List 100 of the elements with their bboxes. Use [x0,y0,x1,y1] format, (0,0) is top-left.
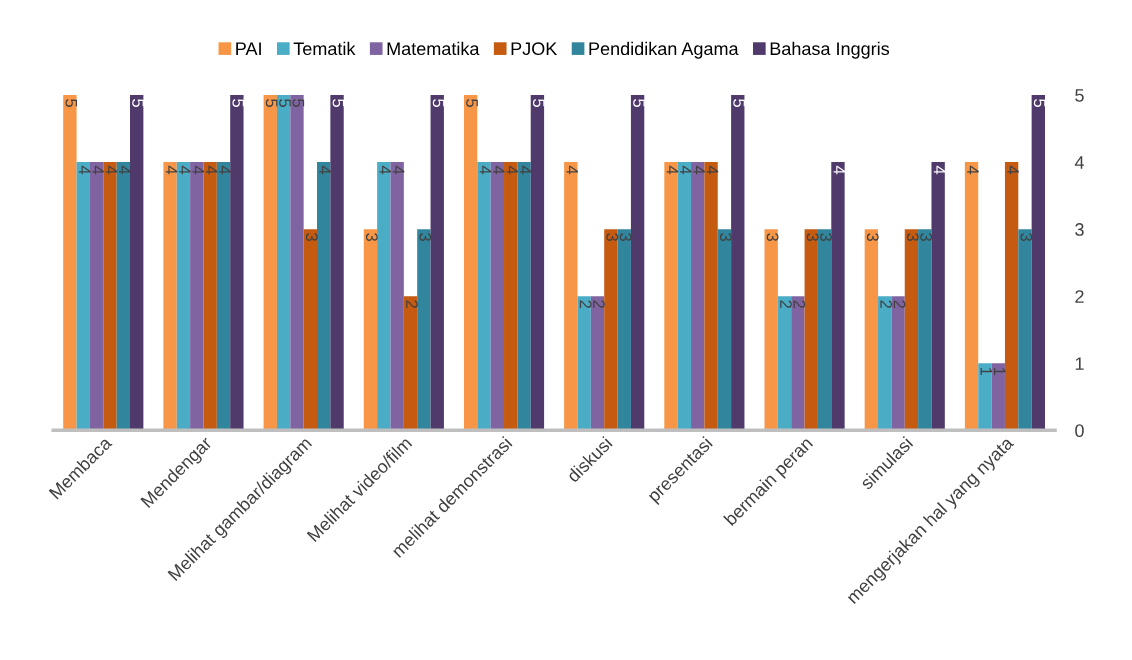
bar [691,162,705,431]
bar [216,162,231,431]
legend-label: Matematika [387,41,480,56]
bar [504,162,518,431]
data-label: 4 [666,165,679,175]
data-label: 4 [319,165,331,175]
data-label: 5 [292,99,305,107]
bar [630,95,645,431]
legend-label: PJOK [511,42,558,56]
bar [717,229,732,431]
data-label: 2 [780,300,792,308]
bar [130,95,144,431]
bar [417,229,431,431]
data-label: 3 [619,233,632,242]
bar [430,95,444,431]
bar [704,162,718,431]
bar [330,95,344,431]
bar [1031,95,1046,431]
y-tick-label: 2 [1075,290,1084,303]
data-label: 4 [706,165,719,175]
data-label: 3 [305,233,318,242]
data-label: 4 [205,165,218,175]
data-label: 3 [1020,233,1033,242]
bar [190,162,204,431]
y-tick-label: 4 [1074,156,1084,169]
bar [604,229,618,431]
bar [463,95,478,431]
data-label: 4 [379,165,391,175]
bar [777,296,792,431]
data-label: 5 [265,99,278,107]
bar [964,162,979,431]
legend-label: Bahasa Inggris [770,41,890,59]
data-label: 4 [165,165,178,175]
data-label: 2 [793,300,806,308]
data-label: 5 [532,99,545,107]
data-label: 1 [980,367,993,376]
data-label: 3 [920,233,933,242]
data-label: 5 [733,99,745,107]
y-tick-label: 3 [1075,223,1084,236]
bar [864,229,879,431]
bar [477,162,491,431]
data-label: 5 [65,99,78,107]
bar [163,162,177,431]
y-tick-label: 1 [1075,357,1084,370]
data-label: 4 [219,165,231,175]
data-label: 4 [105,165,118,175]
bar [817,229,832,431]
bar [363,229,378,431]
data-label: 5 [132,99,144,107]
data-label: 4 [933,165,946,175]
bar [176,162,191,431]
data-label: 5 [232,99,245,107]
data-label: 4 [566,165,578,175]
bar [103,162,117,431]
bar [377,162,391,431]
bar [116,162,131,431]
bar [918,229,932,431]
bar [276,95,291,431]
data-label: 1 [993,367,1006,376]
bar [831,162,845,431]
data-label: 2 [593,300,605,308]
legend-label: Tematik [293,41,356,56]
bar [490,162,505,431]
bar [89,162,104,431]
bar [530,95,545,431]
data-label: 4 [119,165,131,175]
data-label: 4 [479,165,492,175]
bar [664,162,678,431]
bar [290,95,304,431]
bar [517,162,531,431]
legend-label: Pendidikan Agama [589,41,739,59]
bar [978,363,992,431]
data-label: 4 [680,165,692,175]
data-label: 4 [693,165,705,175]
bar [764,229,778,431]
data-label: 5 [332,99,345,107]
data-label: 3 [365,233,378,242]
legend-label: PAI [236,42,261,55]
bar [390,162,404,431]
data-label: 3 [806,233,819,242]
data-label: 2 [893,300,906,308]
data-label: 4 [179,165,191,175]
data-label: 4 [1007,165,1019,175]
bar [904,229,919,431]
bar [1018,229,1032,431]
data-label: 3 [719,233,732,242]
data-label: 3 [606,233,619,242]
bar [76,162,90,431]
data-label: 3 [906,233,919,242]
bar [991,363,1005,431]
bar [1004,162,1019,431]
data-label: 5 [432,99,445,107]
data-label: 5 [279,99,291,107]
bar [303,229,318,431]
bar [791,296,805,431]
data-label: 5 [466,99,478,107]
bar [203,162,217,431]
data-label: 2 [880,300,893,308]
data-label: 4 [392,165,405,175]
data-label: 5 [1033,99,1046,107]
